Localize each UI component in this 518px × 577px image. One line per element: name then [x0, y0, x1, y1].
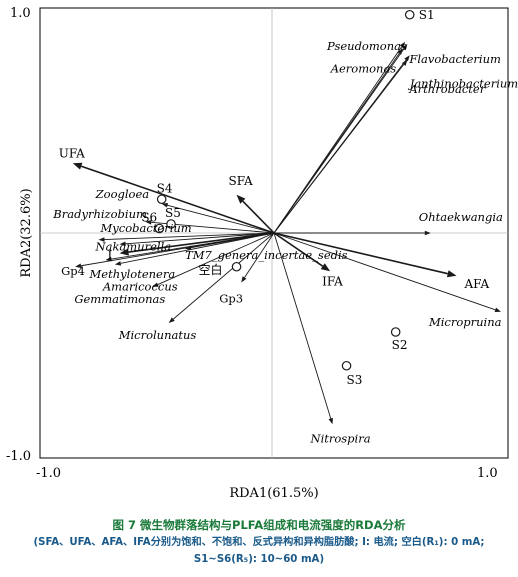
- env-arrow-afa: [273, 232, 457, 278]
- species-label-aeromonas: Aeromonas: [330, 62, 397, 76]
- sample-point-s2: [390, 327, 401, 337]
- species-label-micropruina: Micropruina: [428, 315, 502, 329]
- env-arrow-ifa: [273, 232, 331, 272]
- species-label-amaricoccus: Amaricoccus: [102, 280, 178, 294]
- sample-point-s6: [154, 223, 165, 234]
- sample-point-s4: [156, 194, 167, 205]
- samples-layer: [154, 9, 415, 371]
- sample-point-blank: [231, 261, 242, 272]
- species-label-bradyrhizobium: Bradyrhizobium: [52, 207, 147, 221]
- species-arrow-aeromonas: [273, 48, 403, 234]
- species-label-gp4: Gp4: [61, 264, 85, 278]
- sample-label-s1: S1: [419, 8, 435, 22]
- species-label-pseudomonas: Pseudomonas: [326, 39, 407, 53]
- species-arrow-gp4: [75, 232, 275, 269]
- caption-title-line: 图 7 微生物群落结构与PLFA组成和电流强度的RDA分析: [0, 516, 518, 534]
- y-tick-bottom: -1.0: [6, 449, 31, 464]
- sample-label-s2: S2: [392, 338, 408, 352]
- y-tick-top: 1.0: [10, 6, 31, 21]
- species-label-gp3: Gp3: [219, 292, 243, 306]
- env-arrow-ufa: [72, 162, 275, 234]
- sample-point-s5: [166, 219, 176, 229]
- species-arrow-ohtaekwangia: [274, 230, 431, 236]
- env-label-afa: AFA: [464, 277, 490, 291]
- figure-caption: 图 7 微生物群落结构与PLFA组成和电流强度的RDA分析 (SFA、UFA、A…: [0, 516, 518, 568]
- species-label-nakamurella: Nakamurella: [95, 239, 172, 253]
- env-label-ifa: IFA: [322, 274, 343, 288]
- species-label-ohtaekwangia: Ohtaekwangia: [419, 210, 503, 224]
- arrows-layer: [72, 41, 501, 425]
- species-label-janthinobacterium: Janthinobacterium: [408, 76, 518, 90]
- sample-point-s1: [404, 9, 415, 20]
- caption-title: 微生物群落结构与PLFA组成和电流强度的RDA分析: [140, 518, 406, 532]
- species-label-flavobacterium: Flavobacterium: [408, 52, 501, 66]
- sample-label-s5: S5: [165, 206, 181, 220]
- x-axis-label: RDA1(61.5%): [229, 486, 318, 501]
- env-label-ufa: UFA: [59, 146, 85, 160]
- species-label-arthrobacter: Arthrobacter: [408, 82, 486, 96]
- species-label-gemmatimonas: Gemmatimonas: [74, 292, 165, 306]
- species-arrow-gp3: [241, 232, 275, 283]
- species-arrow-microlunatus: [168, 232, 275, 323]
- species-label-microlunatus: Microlunatus: [118, 328, 197, 342]
- sample-label-blank: 空白: [199, 262, 223, 277]
- env-arrow-sfa: [236, 194, 275, 234]
- species-label-methylotenera: Methylotenera: [89, 267, 176, 281]
- species-arrow-zoogloea: [161, 203, 275, 234]
- caption-note: (SFA、UFA、AFA、IFA分别为饱和、不饱和、反式异构和异构脂肪酸; I:…: [33, 537, 485, 565]
- env-label-sfa: SFA: [229, 174, 254, 188]
- species-arrow-mycobacterium: [98, 232, 275, 242]
- species-arrow-micropruina: [273, 232, 501, 312]
- sample-point-s3: [341, 360, 352, 371]
- y-axis-label: RDA2(32.6%): [19, 188, 34, 277]
- species-arrow-amaricoccus: [114, 232, 275, 266]
- sample-label-s4: S4: [157, 181, 173, 195]
- species-arrow-gemmatimonas: [152, 232, 275, 287]
- env-arrow-i: [119, 232, 275, 256]
- species-label-zoogloea: Zoogloea: [95, 187, 150, 201]
- x-tick-right: 1.0: [477, 466, 498, 481]
- env-label-i: I: [108, 248, 113, 262]
- species-arrow-nitrospira: [273, 232, 333, 425]
- species-label-mycobacterium: Mycobacterium: [100, 221, 192, 235]
- species-arrow-nakamurella: [119, 232, 275, 247]
- species-label-nitrospira: Nitrospira: [310, 431, 371, 445]
- x-tick-left: -1.0: [36, 466, 61, 481]
- figure-label: 图 7: [112, 518, 136, 532]
- species-arrow-arthrobacter: [273, 59, 408, 234]
- sample-label-s3: S3: [347, 373, 363, 387]
- sample-label-s6: S6: [141, 211, 157, 225]
- species-label-tm7-genera-incertae-sedis: TM7_genera_incertae_sedis: [185, 248, 348, 262]
